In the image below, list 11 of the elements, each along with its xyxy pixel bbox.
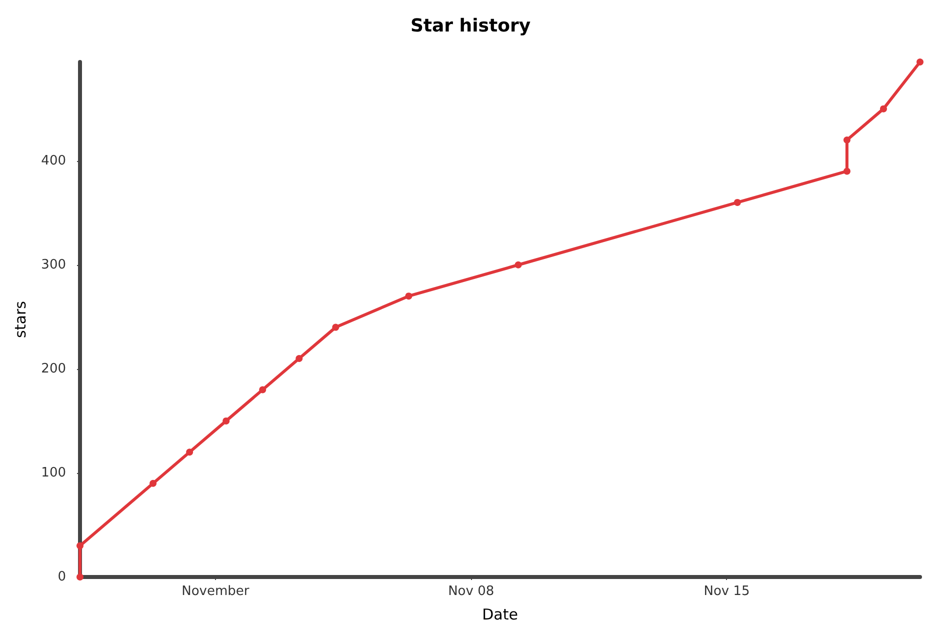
y-tick-label: 400 (41, 153, 66, 168)
y-tick-label: 100 (41, 465, 66, 480)
y-axis-title: stars (12, 300, 30, 338)
y-tick-label: 0 (58, 570, 66, 584)
x-tick-label: November (182, 584, 250, 599)
chart-title: Star history (410, 16, 531, 36)
y-tick-label: 300 (41, 257, 66, 272)
x-axis-title: Date (482, 606, 518, 624)
x-tick-label: Nov 15 (704, 584, 750, 599)
x-tick-label: Nov 08 (448, 584, 494, 599)
y-tick-label: 200 (41, 361, 66, 376)
